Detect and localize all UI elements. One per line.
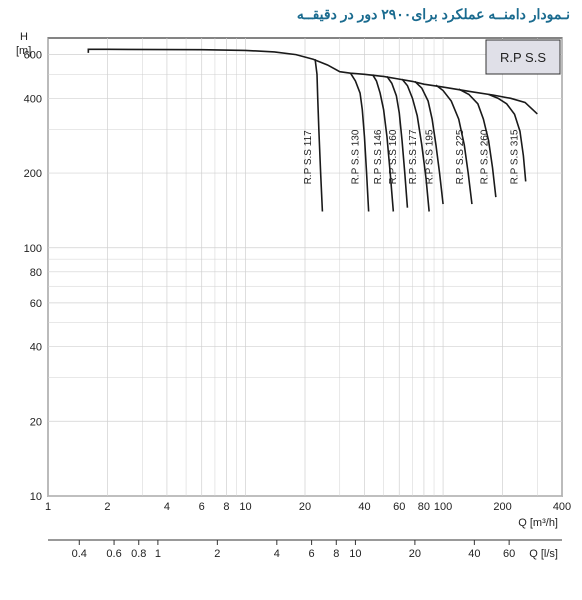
svg-text:2: 2: [104, 501, 110, 513]
svg-text:40: 40: [30, 342, 42, 354]
svg-text:20: 20: [409, 548, 421, 560]
svg-text:0.6: 0.6: [106, 548, 121, 560]
svg-text:4: 4: [274, 548, 280, 560]
svg-text:4: 4: [164, 501, 170, 513]
svg-text:0.4: 0.4: [72, 548, 87, 560]
svg-text:6: 6: [199, 501, 205, 513]
svg-text:40: 40: [468, 548, 480, 560]
svg-text:R.P S.S 146: R.P S.S 146: [373, 129, 384, 184]
svg-text:[m]: [m]: [16, 45, 31, 57]
svg-text:80: 80: [418, 501, 430, 513]
svg-text:R.P S.S 117: R.P S.S 117: [303, 130, 314, 185]
svg-text:60: 60: [393, 501, 405, 513]
svg-text:200: 200: [24, 168, 42, 180]
performance-chart: 1020406080100200400600124681020406080100…: [0, 28, 582, 568]
svg-text:6: 6: [309, 548, 315, 560]
svg-text:0.8: 0.8: [131, 548, 146, 560]
svg-text:Q [l/s]: Q [l/s]: [529, 548, 558, 560]
svg-text:2: 2: [214, 548, 220, 560]
svg-text:10: 10: [30, 491, 42, 503]
svg-text:400: 400: [24, 93, 42, 105]
svg-text:200: 200: [493, 501, 511, 513]
svg-text:8: 8: [333, 548, 339, 560]
svg-text:R.P S.S 160: R.P S.S 160: [388, 129, 399, 184]
svg-text:60: 60: [503, 548, 515, 560]
svg-text:R.P S.S 130: R.P S.S 130: [350, 129, 361, 184]
svg-text:R.P S.S 225: R.P S.S 225: [455, 129, 466, 184]
chart-title: نـمودار دامنــه عملکرد برای۲۹۰۰ دور در د…: [297, 6, 570, 23]
svg-text:R.P S.S 195: R.P S.S 195: [425, 129, 436, 184]
svg-text:R.P S.S 315: R.P S.S 315: [509, 129, 520, 184]
svg-text:10: 10: [239, 501, 251, 513]
svg-text:R.P S.S 260: R.P S.S 260: [479, 129, 490, 184]
svg-text:10: 10: [349, 548, 361, 560]
svg-text:100: 100: [24, 243, 42, 255]
svg-text:20: 20: [30, 416, 42, 428]
svg-text:H: H: [20, 31, 28, 43]
svg-text:40: 40: [358, 501, 370, 513]
svg-text:80: 80: [30, 267, 42, 279]
svg-text:Q [m³/h]: Q [m³/h]: [518, 517, 558, 529]
svg-text:1: 1: [155, 548, 161, 560]
svg-text:1: 1: [45, 501, 51, 513]
svg-text:8: 8: [223, 501, 229, 513]
svg-text:20: 20: [299, 501, 311, 513]
svg-text:60: 60: [30, 298, 42, 310]
svg-text:400: 400: [553, 501, 571, 513]
svg-text:100: 100: [434, 501, 452, 513]
svg-text:R.P S.S 177: R.P S.S 177: [408, 129, 419, 184]
svg-text:R.P S.S: R.P S.S: [500, 50, 546, 65]
